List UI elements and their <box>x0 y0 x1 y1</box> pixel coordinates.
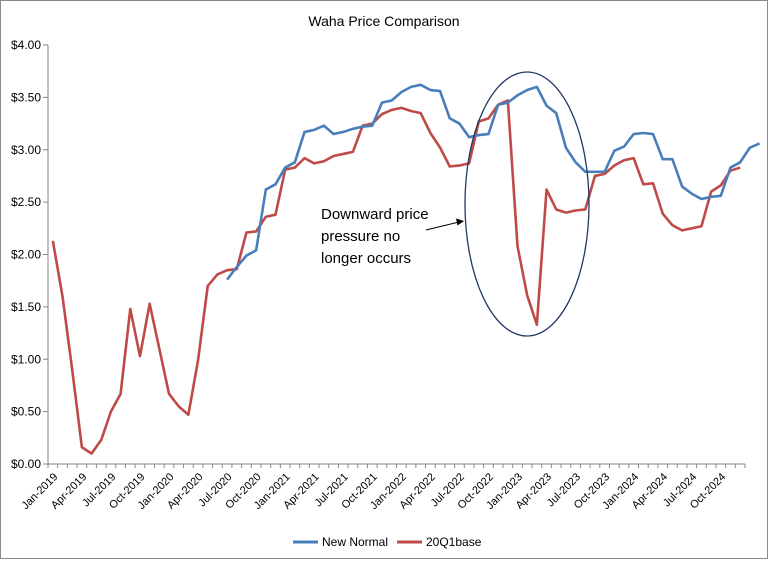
legend-label-20q1base: 20Q1base <box>426 535 482 549</box>
legend-label-new-normal: New Normal <box>322 535 388 549</box>
legend: New Normal 20Q1base <box>293 535 482 549</box>
series-line-20q1base <box>51 99 741 455</box>
series-layer <box>51 83 761 455</box>
annotation-arrow <box>425 221 460 231</box>
y-tick-label: $2.50 <box>11 195 41 209</box>
y-tick-label: $3.00 <box>11 143 41 157</box>
y-tick-label: $1.50 <box>11 300 41 314</box>
highlight-ellipse <box>464 71 590 337</box>
y-tick-label: $1.00 <box>11 352 41 366</box>
y-tick-label: $0.00 <box>11 457 41 471</box>
annotation-line-3: longer occurs <box>321 250 411 267</box>
y-tick-label: $4.00 <box>11 38 41 52</box>
annotation-arrowhead <box>456 218 464 226</box>
annotation-line-2: pressure no <box>321 228 400 245</box>
y-tick-label: $0.50 <box>11 405 41 419</box>
series-line-new-normal <box>226 83 761 281</box>
y-tick-label: $2.00 <box>11 248 41 262</box>
annotation-line-1: Downward price <box>321 206 429 223</box>
x-axis: Jan-2019Apr-2019Jul-2019Oct-2019Jan-2020… <box>19 463 746 512</box>
annotation: Downward price pressure no longer occurs <box>321 71 590 337</box>
y-tick-label: $3.50 <box>11 90 41 104</box>
chart-title: Waha Price Comparison <box>308 13 459 29</box>
y-axis: $0.00 $0.50 $1.00 $1.50 $2.00 $2.50 $3.00 $3.50… <box>11 38 49 471</box>
